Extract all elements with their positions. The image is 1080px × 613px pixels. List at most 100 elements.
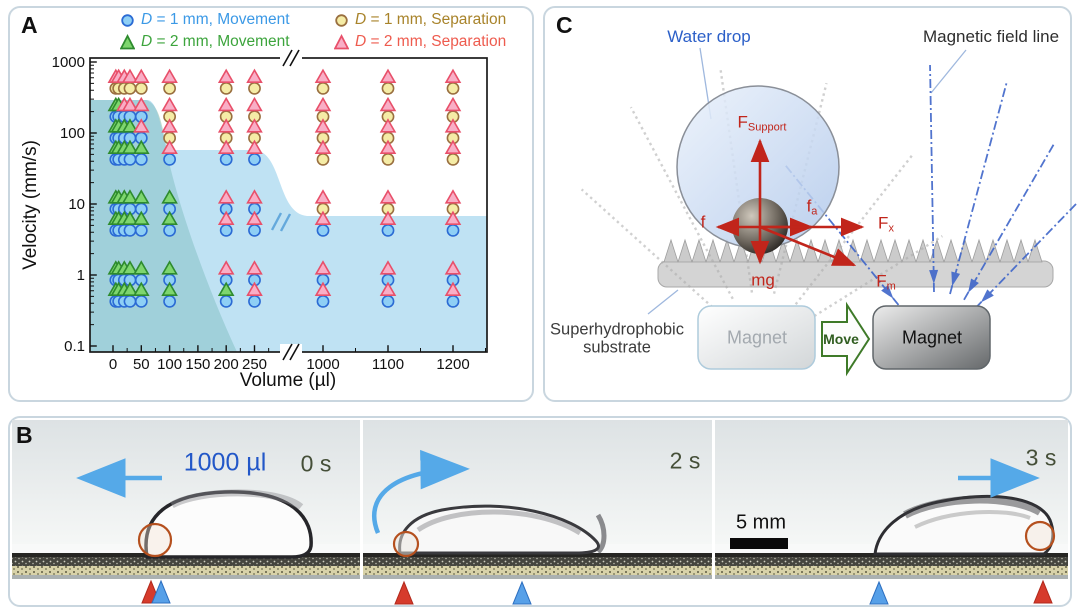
panel-c-label: C [556,12,573,38]
substrate-micropillars [663,238,1043,263]
data-point-circle [248,152,261,166]
data-point-triangle [121,96,139,112]
data-point-triangle [246,189,263,204]
data-point-triangle [133,189,150,204]
data-point-circle [134,81,148,95]
data-point-triangle [246,260,263,275]
data-point-triangle [379,189,397,204]
data-point-circle [163,223,176,237]
data-point-triangle [314,189,332,204]
data-point-triangle [246,281,263,296]
photo-layer [715,575,1068,579]
axis-ticks [90,61,486,352]
svg-text:0: 0 [109,356,117,373]
data-point-triangle [121,118,139,133]
bead-highlight-circle [137,522,173,558]
data-point-triangle [161,68,178,83]
droplet-shading [170,489,304,510]
magnet-position-marker-red [394,580,414,605]
data-point-triangle [121,189,139,204]
data-point-triangle [161,189,178,204]
data-point-circle [316,152,330,166]
data-point-circle [381,81,395,95]
data-point-triangle [217,281,235,296]
legend-label: D = 2 mm, Movement [141,33,290,50]
data-point-circle [381,294,395,308]
legend-item-1: D = 2 mm, Movement [120,33,290,51]
circle-marker-icon [335,14,348,27]
data-point-triangle [314,210,332,225]
magnet-left-label: Magnet [726,327,788,348]
time-label-3s: 3 s [1025,444,1057,471]
data-point-circle [219,223,233,237]
force-label-fa: fa [806,196,818,218]
svg-text:200: 200 [214,356,239,373]
data-point-circle [219,294,233,308]
svg-text:100: 100 [60,125,85,142]
circle-marker-icon [121,14,134,27]
data-point-circle [446,81,460,95]
data-point-circle [446,152,460,166]
svg-text:10: 10 [68,196,85,213]
data-point-triangle [161,139,178,154]
data-point-triangle [246,210,263,225]
data-point-circle [163,81,176,95]
data-point-triangle [379,281,397,296]
droplet-volume-label: 1000 µl [183,448,267,477]
axis-break-bottom [280,343,302,361]
data-point-circle [248,81,261,95]
panel-a [8,6,534,402]
svg-text:50: 50 [133,356,150,373]
panel-b-label: B [16,422,33,448]
data-point-triangle [314,260,332,275]
data-point-triangle [444,260,462,275]
data-point-triangle [133,118,150,133]
motion-arrow-curved-icon [371,449,470,534]
data-point-circle [381,152,395,166]
data-point-triangle [379,118,397,133]
triangle-marker-icon [334,34,349,50]
data-point-circle [381,223,395,237]
data-point-triangle [379,96,397,112]
data-point-circle [316,81,330,95]
data-point-triangle [161,210,178,225]
photo-layer [363,566,712,575]
scale-bar-label: 5 mm [736,511,786,534]
data-point-triangle [246,118,263,133]
data-point-triangle [444,189,462,204]
scatter-markers [107,68,462,308]
panel-a-label: A [21,12,38,38]
data-point-triangle [217,68,235,83]
triangle-marker-icon [120,34,135,50]
legend-label: D = 1 mm, Movement [141,11,290,28]
data-point-triangle [246,68,263,83]
region-break-slash [270,212,283,231]
legend-item-2: D = 1 mm, Separation [334,11,506,29]
force-label-fx: Fx [878,213,894,235]
data-point-triangle [161,96,178,112]
data-point-triangle [121,68,139,83]
bead-position-marker-blue [512,580,532,605]
move-arrow-icon [821,301,871,377]
data-point-triangle [379,210,397,225]
time-label-0s: 0 s [300,450,332,477]
data-point-triangle [444,118,462,133]
substrate-label-line2: substrate [583,338,651,357]
droplet-shading [914,509,1031,529]
substrate-leader-line [647,289,679,315]
data-point-triangle [121,210,139,225]
data-point-circle [134,294,148,308]
data-point-triangle [314,68,332,83]
bead-highlight-circle [1024,520,1056,552]
data-point-circle [219,81,233,95]
data-point-circle [219,152,233,166]
svg-text:0.1: 0.1 [64,338,85,355]
data-point-circle [163,294,176,308]
data-point-triangle [161,281,178,296]
data-point-circle [134,152,148,166]
droplet-shading [416,509,582,536]
schematic [580,47,1079,377]
data-point-circle [248,294,261,308]
